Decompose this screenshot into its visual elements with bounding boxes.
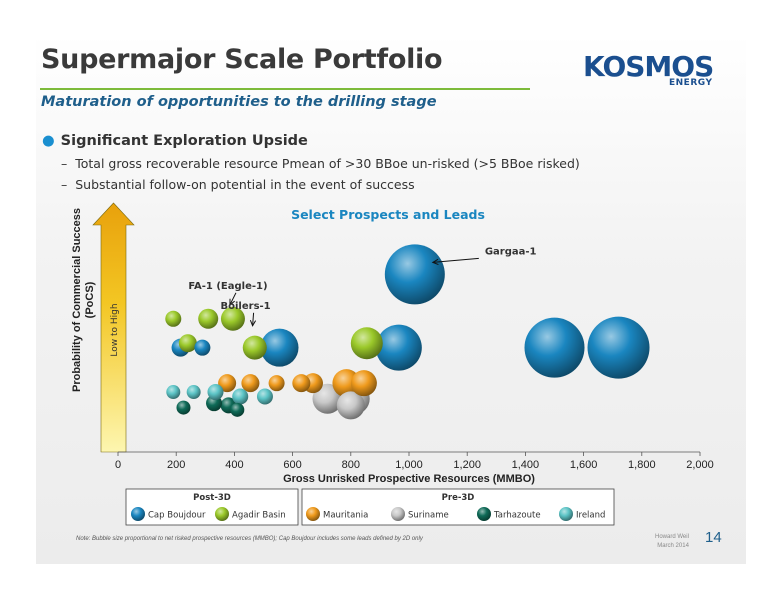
footnote: Note: Bubble size proportional to net ri… xyxy=(76,536,423,542)
bubbles xyxy=(165,244,650,420)
logo-wordmark: KOSMOS xyxy=(583,50,714,83)
bubble-cap-boujdour xyxy=(524,317,585,378)
x-tick-label: 1,400 xyxy=(512,459,540,471)
footer-line2: March 2014 xyxy=(657,543,689,549)
annotation-label: Gargaa-1 xyxy=(485,246,537,257)
main-bullet-text: Significant Exploration Upside xyxy=(60,133,308,149)
legend-swatch xyxy=(306,507,320,521)
x-tick-label: 1,000 xyxy=(395,459,423,471)
sub-bullet-text: Substantial follow-on potential in the e… xyxy=(75,177,415,192)
footer-line1: Howard Weil xyxy=(655,534,689,540)
legend-group-post3d: Post-3D xyxy=(193,493,231,503)
bubble-mauritania xyxy=(218,374,237,393)
bubble-cap-boujdour xyxy=(375,324,422,371)
bullet-dot-icon: ● xyxy=(42,133,55,149)
x-tick-label: 600 xyxy=(283,459,301,471)
legend-swatch xyxy=(477,507,491,521)
bubble-cap-boujdour xyxy=(384,244,445,305)
sub-bullet: – Total gross recoverable resource Pmean … xyxy=(61,156,580,171)
x-axis-label: Gross Unrisked Prospective Resources (MM… xyxy=(283,473,535,485)
legend-entry: Suriname xyxy=(408,511,449,521)
legend-swatch xyxy=(215,507,229,521)
slide-background xyxy=(36,34,746,564)
sub-bullet-text: Total gross recoverable resource Pmean o… xyxy=(75,156,580,171)
legend: Cap Boujdour Agadir Basin Mauritania Surina… xyxy=(131,507,605,521)
bubble-agadir-basin xyxy=(178,334,197,353)
bubble-mauritania xyxy=(292,374,311,393)
logo-subtext: ENERGY xyxy=(669,78,713,88)
bubble-agadir-basin xyxy=(165,310,182,327)
annotation-leader xyxy=(229,292,237,306)
legend-box-post3d xyxy=(125,488,299,526)
bubble-ireland xyxy=(256,388,273,405)
pocs-arrow xyxy=(92,202,135,453)
bubble-tarhazoute xyxy=(176,400,191,415)
dash-icon: – xyxy=(61,156,68,171)
chart-title: Select Prospects and Leads xyxy=(291,207,485,222)
annotation-leader xyxy=(432,257,479,263)
x-tick-label: 400 xyxy=(225,459,243,471)
slide-title: Supermajor Scale Portfolio xyxy=(41,44,443,75)
bubble-mauritania xyxy=(241,374,260,393)
annotation-arrowhead xyxy=(431,258,439,265)
bubble-mauritania xyxy=(268,375,285,392)
legend-entry: Agadir Basin xyxy=(232,511,286,521)
bubble-agadir-basin xyxy=(198,308,219,329)
x-tick-label: 1,600 xyxy=(570,459,598,471)
legend-swatch xyxy=(131,507,145,521)
bubble-tarhazoute xyxy=(230,402,245,417)
legend-entry: Tarhazoute xyxy=(493,511,541,521)
legend-swatch xyxy=(391,507,405,521)
dash-icon: – xyxy=(61,177,68,192)
x-tick-label: 800 xyxy=(342,459,360,471)
bubble-ireland xyxy=(232,388,249,405)
footer-event: Howard Weil March 2014 xyxy=(655,533,689,551)
arrow-label: Low to High xyxy=(110,303,120,356)
slide-subtitle: Maturation of opportunities to the drill… xyxy=(41,94,437,110)
kosmos-logo: KOSMOS ENERGY xyxy=(583,50,723,92)
bubble-cap-boujdour xyxy=(194,339,211,356)
bubble-agadir-basin xyxy=(350,327,383,360)
y-axis-label-line2: (PoCS) xyxy=(84,281,96,318)
bubble-mauritania xyxy=(350,370,377,397)
bubble-ireland xyxy=(166,385,181,400)
annotation-leader xyxy=(252,312,255,326)
y-axis-label: Probability of Commercial Success xyxy=(71,208,83,392)
annotation-label: Boilers-1 xyxy=(221,301,271,312)
x-tick-label: 0 xyxy=(115,459,121,471)
main-bullet: ● Significant Exploration Upside xyxy=(42,133,308,149)
bubble-cap-boujdour xyxy=(260,328,299,367)
legend-entry: Mauritania xyxy=(323,511,368,521)
x-tick-label: 1,200 xyxy=(453,459,481,471)
legend-entry: Ireland xyxy=(576,511,605,521)
title-underline xyxy=(40,88,530,90)
bubble-suriname xyxy=(336,391,365,420)
bubble-cap-boujdour xyxy=(587,316,650,379)
x-tick-label: 2,000 xyxy=(686,459,714,471)
legend-swatch xyxy=(559,507,573,521)
page-number: 14 xyxy=(705,529,722,546)
legend-entry: Cap Boujdour xyxy=(148,511,206,521)
x-tick-label: 1,800 xyxy=(628,459,656,471)
sub-bullet: – Substantial follow-on potential in the … xyxy=(61,177,415,192)
x-tick-label: 200 xyxy=(167,459,185,471)
annotation-label: FA-1 (Eagle-1) xyxy=(188,281,267,292)
legend-group-pre3d: Pre-3D xyxy=(442,493,475,503)
annotation-arrowhead xyxy=(229,298,236,306)
bubble-agadir-basin xyxy=(220,306,245,331)
x-ticks: 0 200 400 600 800 1,000 1,200 1,400 1,600 1,800 2,… xyxy=(115,452,714,471)
annotation-arrowhead xyxy=(249,320,257,327)
bubble-ireland xyxy=(207,384,224,401)
bubble-ireland xyxy=(186,385,201,400)
annotations: Gargaa-1 FA-1 (Eagle-1) Boilers-1 xyxy=(188,246,537,327)
bubble-agadir-basin xyxy=(242,335,267,360)
